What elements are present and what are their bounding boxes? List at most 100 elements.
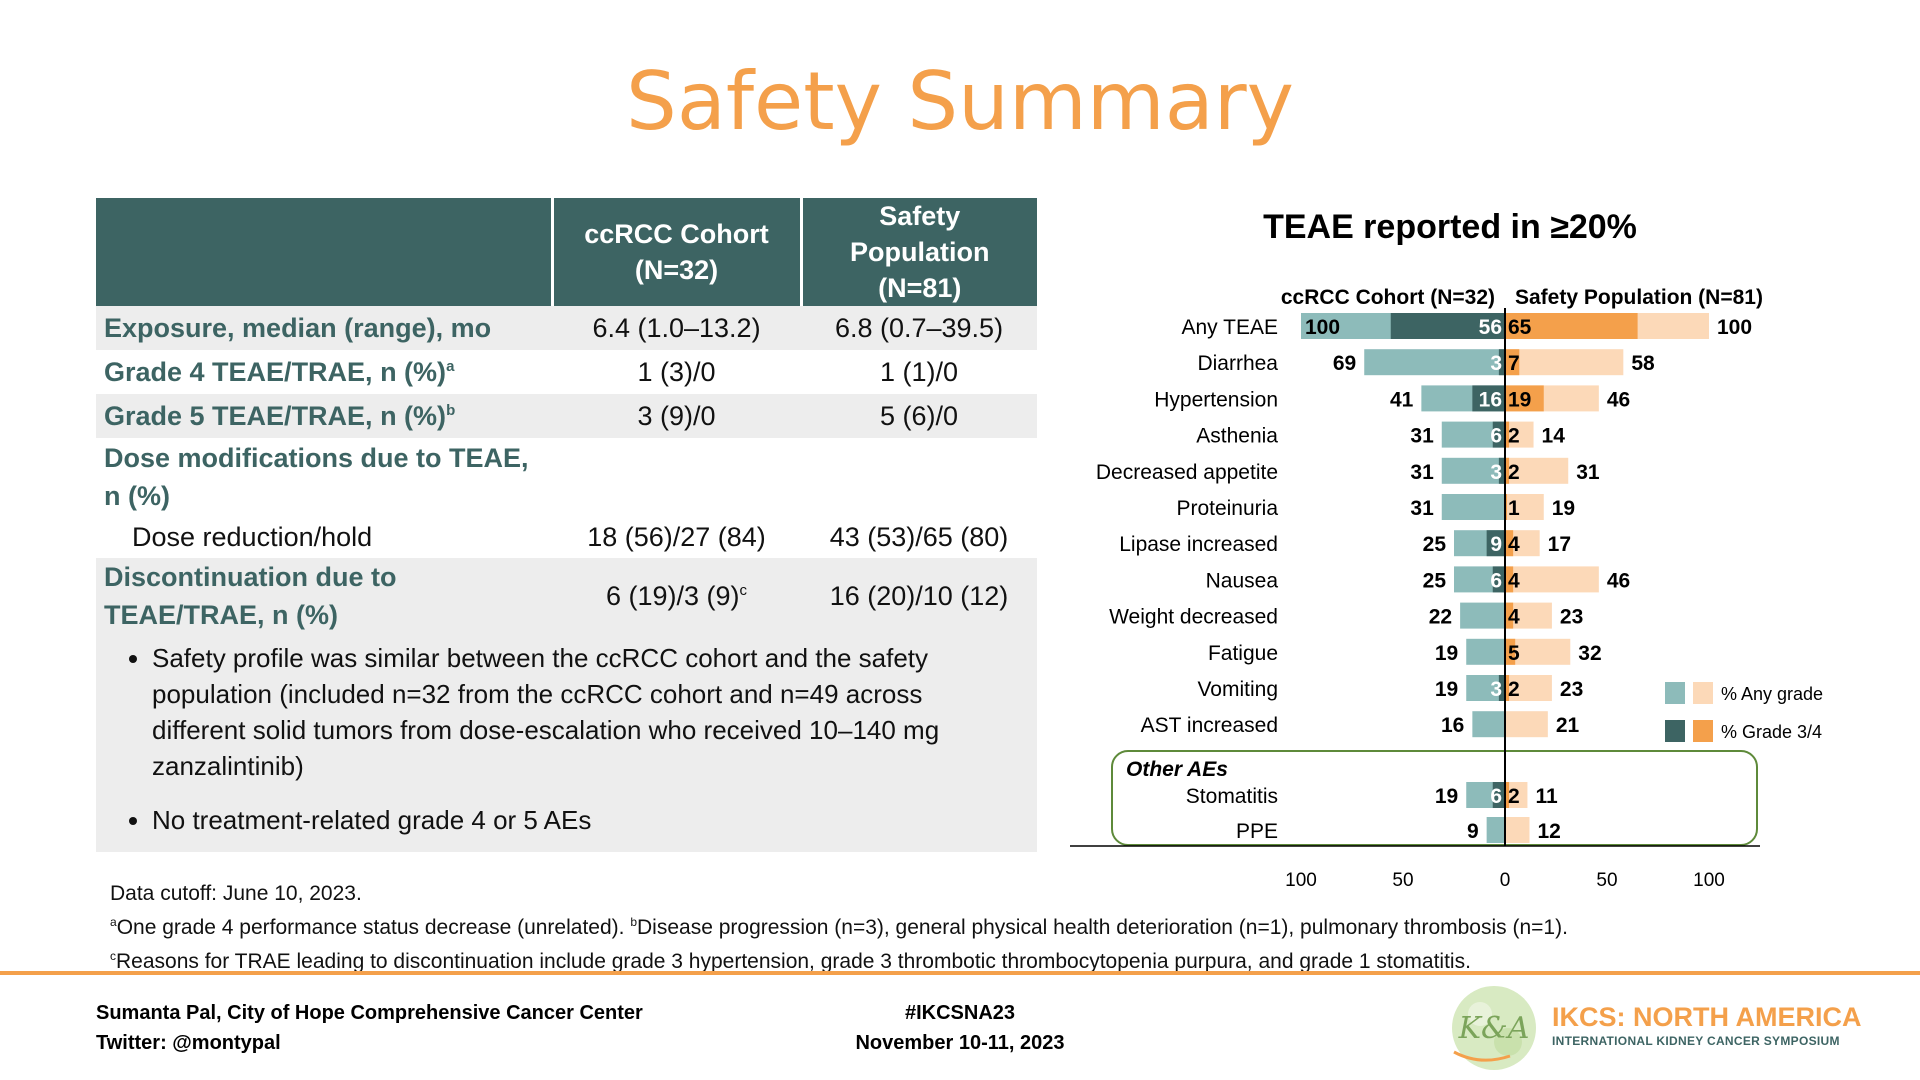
row-ccrcc-value: 6.4 (1.0–13.2) (552, 306, 801, 350)
row-label: Dose reduction/hold (132, 521, 373, 552)
footer-author: Sumanta Pal, City of Hope Comprehensive … (96, 1002, 643, 1024)
label-safety-any: 58 (1631, 352, 1655, 375)
footer-divider (0, 971, 1920, 975)
category-label: Fatigue (1208, 642, 1278, 665)
legend-swatch-safety-grade34 (1693, 720, 1713, 742)
label-safety-any: 17 (1548, 533, 1571, 556)
bar-ccrcc-grade34 (1472, 385, 1505, 412)
bar-ccrcc-any (1441, 457, 1505, 484)
bar-ccrcc-grade34 (1486, 530, 1505, 557)
row-ccrcc-value (552, 438, 801, 516)
row-label: Dose modifications due to TEAE, n (%) (104, 443, 529, 511)
ikcs-logo-icon: K&A (1452, 986, 1536, 1070)
other-aes-box (1111, 750, 1758, 846)
table-row: Grade 4 TEAE/TRAE, n (%)a 1 (3)/0 1 (1)/… (96, 350, 1037, 394)
label-ccrcc-any: 31 (1410, 497, 1434, 520)
label-safety-any: 23 (1560, 678, 1583, 701)
x-tick-label: 100 (1693, 870, 1725, 891)
row-safety-value: 1 (1)/0 (879, 356, 959, 387)
label-safety-grade34: 2 (1508, 678, 1520, 701)
chart-title: TEAE reported in ≥20% (1263, 208, 1637, 246)
label-safety-grade34: 4 (1508, 606, 1520, 629)
label-ccrcc-any: 16 (1441, 714, 1464, 737)
header-safety-text: Safety Population (N=81) (850, 201, 990, 303)
row-label: Grade 5 TEAE/TRAE, n (%)b (96, 394, 552, 438)
label-safety-any: 11 (1535, 785, 1558, 808)
footnote-marker-c: c (739, 581, 748, 599)
teae-butterfly-chart: ccRCC Cohort (N=32) Safety Population (N=… (1070, 286, 1823, 891)
bar-safety-grade34 (1505, 638, 1516, 665)
label-safety-any: 12 (1537, 820, 1560, 843)
category-label: Nausea (1206, 569, 1279, 592)
bar-ccrcc-any (1472, 711, 1505, 738)
x-tick-label: 50 (1392, 870, 1413, 891)
legend-grade34: % Grade 3/4 (1721, 722, 1822, 742)
bar-ccrcc-grade34 (1390, 313, 1505, 339)
x-tick-label: 50 (1596, 870, 1617, 891)
footer-hashtag: #IKCSNA23 (904, 1002, 1016, 1024)
label-safety-grade34: 4 (1508, 569, 1520, 592)
label-ccrcc-grade34: 56 (1479, 316, 1502, 339)
row-safety-value: 43 (53)/65 (80) (829, 521, 1009, 552)
legend-swatch-ccrcc-grade34 (1665, 720, 1685, 742)
label-safety-any: 46 (1607, 569, 1630, 592)
row-label: Grade 4 TEAE/TRAE, n (%)a (104, 356, 455, 387)
bar-safety-any (1505, 421, 1534, 448)
bar-safety-grade34 (1505, 457, 1510, 484)
category-label: PPE (1236, 820, 1278, 843)
footer-event-block: #IKCSNA23 November 10-11, 2023 (820, 998, 1100, 1058)
table-row: Discontinuation due to TEAE/TRAE, n (%) … (96, 558, 1037, 634)
label-safety-grade34: 2 (1508, 785, 1520, 808)
label-safety-any: 21 (1556, 714, 1580, 737)
footnote-ab: aOne grade 4 performance status decrease… (110, 915, 1568, 939)
label-ccrcc-any: 25 (1423, 533, 1447, 556)
footer-author-block: Sumanta Pal, City of Hope Comprehensive … (96, 998, 643, 1058)
row-ccrcc-value: 6 (19)/3 (9)c (552, 558, 801, 634)
table-row: Grade 5 TEAE/TRAE, n (%)b 3 (9)/0 5 (6)/… (96, 394, 1037, 438)
right-series-title: Safety Population (N=81) (1515, 286, 1763, 309)
label-ccrcc-any: 22 (1429, 606, 1452, 629)
bar-ccrcc-grade34 (1498, 675, 1505, 701)
bar-safety-any (1505, 349, 1624, 376)
bar-safety-any (1505, 675, 1552, 701)
bar-safety-any (1505, 638, 1571, 665)
label-ccrcc-any: 19 (1435, 678, 1458, 701)
label-ccrcc-any: 31 (1410, 425, 1434, 448)
table-row: Exposure, median (range), mo 6.4 (1.0–13… (96, 306, 1037, 350)
footnote-c-line: cReasons for TRAE leading to discontinua… (110, 949, 1471, 973)
safety-table: ccRCC Cohort (N=32) Safety Population (N… (96, 198, 1037, 634)
row-label: Exposure, median (range), mo (96, 306, 552, 350)
bar-safety-grade34 (1505, 602, 1514, 629)
footnote-a: One grade 4 performance status decrease … (116, 916, 625, 939)
bar-safety-any (1505, 457, 1569, 484)
label-ccrcc-grade34: 3 (1490, 461, 1502, 484)
bar-safety-grade34 (1505, 675, 1510, 701)
label-ccrcc-grade34: 9 (1490, 533, 1502, 556)
bullet-item: Safety profile was similar between the c… (152, 640, 1017, 784)
bar-ccrcc-any (1466, 675, 1505, 701)
bar-ccrcc-grade34 (1492, 782, 1505, 808)
label-ccrcc-grade34: 6 (1490, 569, 1502, 592)
label-ccrcc-grade34: 3 (1490, 352, 1502, 375)
bar-ccrcc-grade34 (1498, 457, 1505, 484)
svg-text:K&A: K&A (1458, 1011, 1530, 1046)
label-ccrcc-grade34: 6 (1490, 785, 1502, 808)
category-label: AST increased (1141, 714, 1278, 737)
bar-safety-grade34 (1505, 349, 1520, 376)
footnote-c: Reasons for TRAE leading to discontinuat… (116, 950, 1471, 973)
label-safety-grade34: 2 (1508, 461, 1520, 484)
bar-ccrcc-any (1466, 638, 1505, 665)
label-safety-any: 19 (1552, 497, 1575, 520)
bar-ccrcc-grade34 (1492, 566, 1505, 593)
bar-safety-grade34 (1505, 385, 1544, 412)
bar-ccrcc-any (1486, 817, 1505, 843)
footnote-cutoff: Data cutoff: June 10, 2023. (110, 882, 362, 905)
logo-subtitle: INTERNATIONAL KIDNEY CANCER SYMPOSIUM (1552, 1034, 1840, 1048)
bar-ccrcc-grade34 (1498, 349, 1505, 376)
bar-safety-grade34 (1505, 566, 1514, 593)
logo-title: IKCS: NORTH AMERICA (1552, 1002, 1862, 1032)
row-ccrcc-value: 18 (56)/27 (84) (587, 521, 766, 552)
footnote-b: Disease progression (n=3), general physi… (637, 916, 1568, 939)
bar-safety-grade34 (1505, 494, 1508, 520)
category-label: Hypertension (1154, 388, 1278, 411)
